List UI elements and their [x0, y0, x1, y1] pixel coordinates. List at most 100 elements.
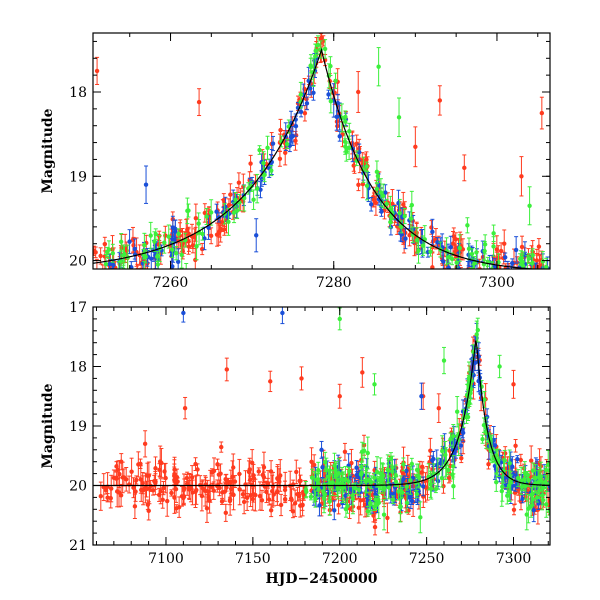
- data-point: [149, 256, 154, 261]
- data-point: [145, 270, 149, 274]
- data-point: [256, 469, 261, 474]
- data-point: [160, 497, 165, 503]
- data-point: [436, 405, 441, 411]
- data-point: [152, 239, 157, 244]
- data-point: [333, 78, 338, 83]
- data-point: [185, 208, 190, 214]
- data-point: [199, 493, 205, 499]
- data-point: [251, 492, 256, 497]
- data-point: [451, 484, 456, 489]
- data-point: [108, 495, 113, 501]
- y-tick-label: 19: [69, 169, 87, 185]
- data-point: [540, 485, 546, 491]
- data-point: [530, 253, 535, 258]
- data-point: [270, 141, 276, 146]
- data-point: [246, 469, 252, 475]
- data-point: [144, 486, 149, 492]
- data-point: [193, 215, 199, 221]
- data-point: [313, 53, 318, 59]
- data-point: [470, 273, 474, 277]
- data-point: [380, 193, 386, 199]
- data-point: [208, 233, 214, 238]
- data-point: [543, 270, 547, 274]
- data-point: [146, 473, 152, 478]
- data-point: [299, 376, 304, 381]
- data-point: [153, 466, 158, 471]
- data-point: [192, 234, 197, 240]
- data-point: [459, 455, 464, 461]
- data-point: [494, 247, 500, 252]
- data-point: [451, 281, 455, 285]
- data-point: [520, 496, 525, 501]
- data-point: [439, 475, 445, 481]
- data-point: [450, 241, 456, 246]
- data-point: [328, 63, 333, 69]
- data-point: [176, 231, 181, 236]
- data-point: [469, 271, 473, 275]
- data-point: [378, 190, 384, 195]
- data-point: [226, 202, 232, 208]
- data-point: [257, 147, 262, 153]
- data-point: [408, 478, 413, 483]
- data-point: [200, 486, 206, 491]
- data-point: [223, 476, 228, 482]
- data-point: [491, 244, 496, 249]
- data-point: [98, 494, 104, 499]
- data-point: [233, 197, 238, 202]
- data-point: [186, 244, 192, 249]
- data-point: [169, 490, 174, 496]
- data-point: [365, 509, 371, 514]
- data-point: [165, 498, 170, 504]
- data-point: [202, 236, 207, 241]
- data-point: [528, 276, 532, 280]
- data-point: [219, 444, 224, 450]
- data-point: [354, 472, 360, 478]
- data-point: [278, 127, 283, 133]
- data-point: [196, 99, 202, 105]
- data-point: [311, 462, 317, 468]
- data-point: [502, 255, 508, 260]
- data-point: [260, 473, 266, 478]
- data-point: [491, 231, 496, 236]
- data-point: [170, 247, 175, 252]
- data-point: [317, 503, 322, 508]
- data-point: [482, 242, 488, 247]
- data-point: [319, 447, 324, 453]
- data-point: [222, 489, 227, 494]
- data-point: [204, 506, 210, 511]
- data-point: [179, 252, 184, 258]
- data-point: [115, 467, 121, 472]
- data-point: [347, 468, 352, 474]
- data-point: [132, 504, 138, 509]
- data-point: [110, 251, 116, 256]
- data-point: [404, 484, 409, 489]
- data-point: [466, 246, 472, 252]
- data-point: [298, 478, 303, 484]
- data-point: [419, 394, 424, 399]
- data-point: [199, 246, 205, 252]
- data-point: [518, 255, 524, 261]
- data-point: [527, 203, 532, 208]
- data-point: [140, 480, 145, 486]
- data-point: [182, 405, 188, 411]
- data-point: [275, 476, 280, 481]
- data-point: [536, 244, 542, 249]
- data-point: [460, 430, 466, 436]
- data-point: [232, 479, 238, 484]
- data-point: [388, 456, 394, 461]
- data-point: [446, 467, 451, 473]
- data-point: [117, 273, 121, 277]
- top-panel: 7260 7280 7300 18 19 20 Magnitude: [40, 32, 551, 291]
- data-point: [268, 508, 274, 513]
- data-point: [181, 310, 186, 316]
- data-point: [337, 394, 342, 399]
- data-point: [142, 441, 148, 447]
- data-point: [530, 468, 536, 473]
- model-curve: [93, 47, 541, 269]
- data-point: [194, 244, 199, 249]
- data-point: [388, 224, 394, 230]
- data-point: [368, 202, 374, 207]
- series-green-observatory: [103, 35, 549, 285]
- data-point: [510, 260, 515, 266]
- data-point: [515, 456, 520, 462]
